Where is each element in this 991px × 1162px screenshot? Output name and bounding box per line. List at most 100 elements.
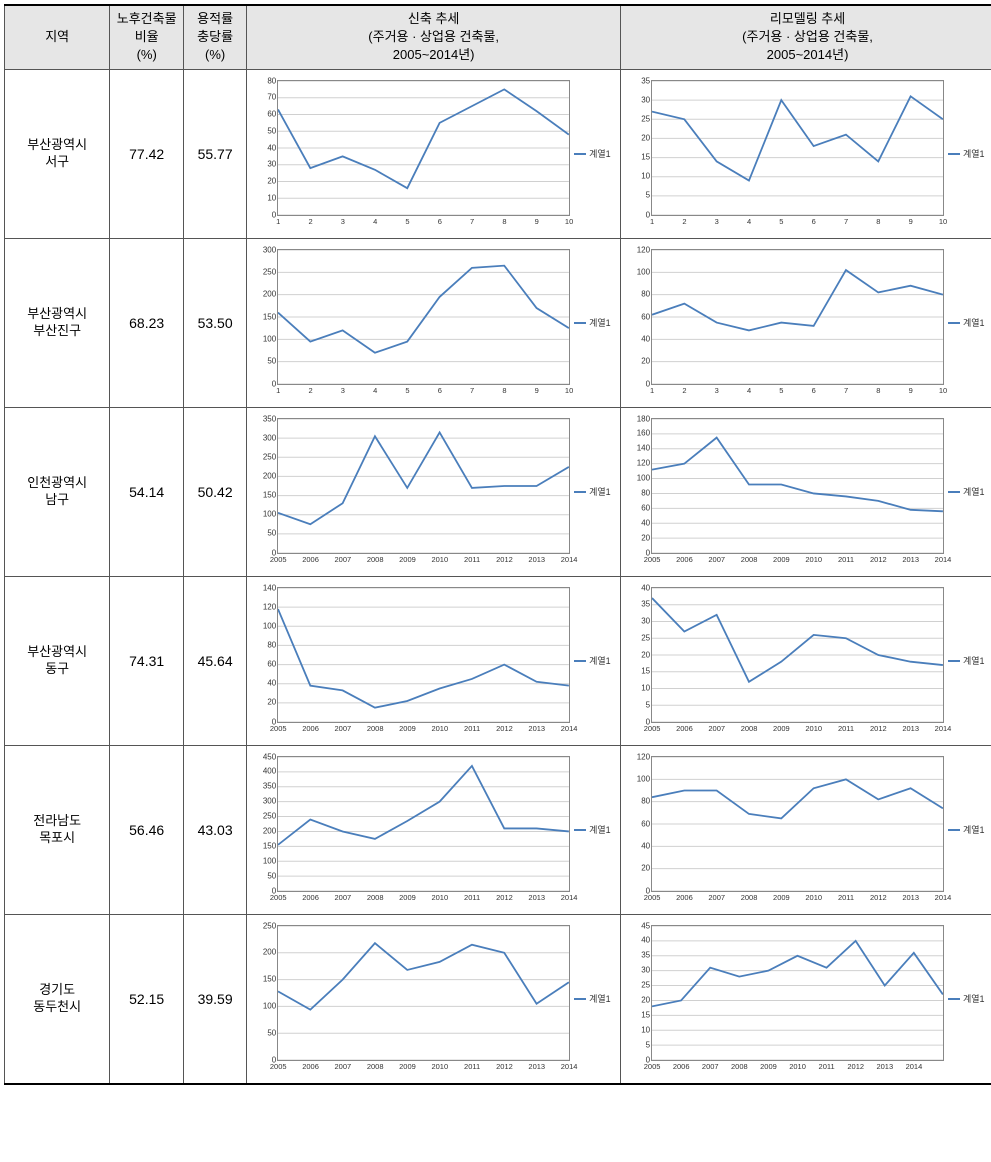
region-text: 부산광역시 (11, 306, 103, 323)
far-fulfill-ratio: 43.03 (184, 745, 247, 914)
table-row: 인천광역시남구54.1450.4205010015020025030035020… (5, 407, 991, 576)
series-line (278, 609, 569, 708)
legend-label: 계열1 (963, 654, 985, 667)
legend-label: 계열1 (963, 316, 985, 329)
x-tick: 2 (308, 215, 312, 226)
y-tick: 40 (641, 936, 652, 945)
x-tick: 7 (844, 384, 848, 395)
new-construction-chart: 0501001502002502005200620072008200920102… (249, 919, 618, 1079)
x-tick: 2012 (870, 722, 887, 733)
x-tick: 1 (650, 384, 654, 395)
x-tick: 2013 (528, 1060, 545, 1071)
y-tick: 80 (641, 290, 652, 299)
new-construction-trend-cell: 0102030405060708012345678910계열1 (247, 69, 621, 238)
y-tick: 30 (641, 617, 652, 626)
y-tick: 200 (263, 948, 278, 957)
legend-swatch (574, 829, 586, 831)
y-tick: 350 (263, 414, 278, 423)
legend-swatch (574, 660, 586, 662)
remodeling-chart: 02040608010012012345678910계열1 (623, 243, 991, 403)
x-tick: 2009 (760, 1060, 777, 1071)
far-fulfill-ratio: 55.77 (184, 69, 247, 238)
x-tick: 2 (682, 215, 686, 226)
remodeling-chart-plot: 0510152025303540200520062007200820092010… (651, 587, 944, 723)
new-construction-trend-cell: 05010015020025030012345678910계열1 (247, 238, 621, 407)
legend-label: 계열1 (963, 992, 985, 1005)
table-row: 경기도동두천시52.1539.5905010015020025020052006… (5, 914, 991, 1084)
legend-swatch (948, 660, 960, 662)
x-tick: 2006 (302, 722, 319, 733)
x-tick: 2012 (847, 1060, 864, 1071)
x-tick: 2012 (870, 553, 887, 564)
y-tick: 100 (263, 621, 278, 630)
legend-swatch (574, 491, 586, 493)
y-tick: 80 (267, 641, 278, 650)
y-tick: 400 (263, 767, 278, 776)
y-tick: 250 (263, 452, 278, 461)
y-tick: 25 (641, 981, 652, 990)
x-tick: 5 (779, 384, 783, 395)
x-tick: 2009 (399, 1060, 416, 1071)
new-construction-chart: 05010015020025030012345678910계열1 (249, 243, 618, 403)
new-construction-chart: 0501001502002503003502005200620072008200… (249, 412, 618, 572)
x-tick: 6 (438, 215, 442, 226)
y-tick: 200 (263, 827, 278, 836)
new-construction-chart-plot: 0501001502002503003502005200620072008200… (277, 418, 570, 554)
x-tick: 3 (715, 384, 719, 395)
x-tick: 2010 (431, 722, 448, 733)
x-tick: 4 (373, 384, 377, 395)
region-text: 경기도 (11, 982, 103, 999)
x-tick: 6 (812, 215, 816, 226)
remodeling-chart-plot: 0204060801001201401601802005200620072008… (651, 418, 944, 554)
old-building-ratio: 56.46 (110, 745, 184, 914)
x-tick: 3 (341, 384, 345, 395)
new-construction-chart: 0501001502002503003504004502005200620072… (249, 750, 618, 910)
legend-label: 계열1 (963, 485, 985, 498)
x-tick: 2009 (399, 722, 416, 733)
region-text: 목포시 (11, 830, 103, 847)
x-tick: 2006 (676, 722, 693, 733)
y-tick: 250 (263, 812, 278, 821)
x-tick: 2008 (367, 722, 384, 733)
x-tick: 2005 (644, 553, 661, 564)
x-tick: 2010 (431, 891, 448, 902)
x-tick: 2010 (431, 553, 448, 564)
legend-label: 계열1 (589, 992, 611, 1005)
chart-legend: 계열1 (570, 750, 618, 910)
x-tick: 9 (535, 215, 539, 226)
x-tick: 10 (565, 215, 573, 226)
x-tick: 2011 (819, 1060, 835, 1071)
x-tick: 2014 (935, 722, 952, 733)
remodeling-trend-cell: 0204060801001202005200620072008200920102… (621, 745, 991, 914)
region-text: 전라남도 (11, 813, 103, 830)
x-tick: 5 (779, 215, 783, 226)
x-tick: 10 (939, 384, 947, 395)
x-tick: 2014 (935, 553, 952, 564)
y-tick: 30 (267, 160, 278, 169)
far-fulfill-ratio: 39.59 (184, 914, 247, 1084)
series-line (278, 766, 569, 845)
table-row: 전라남도목포시56.4643.0305010015020025030035040… (5, 745, 991, 914)
y-tick: 60 (267, 110, 278, 119)
y-tick: 250 (263, 921, 278, 930)
legend-label: 계열1 (963, 823, 985, 836)
x-tick: 8 (502, 384, 506, 395)
x-tick: 6 (812, 384, 816, 395)
legend-swatch (948, 829, 960, 831)
x-tick: 2010 (431, 1060, 448, 1071)
x-tick: 2013 (528, 553, 545, 564)
legend-swatch (948, 491, 960, 493)
y-tick: 60 (641, 312, 652, 321)
y-tick: 50 (267, 126, 278, 135)
region-cell: 경기도동두천시 (5, 914, 110, 1084)
old-building-ratio: 52.15 (110, 914, 184, 1084)
y-tick: 45 (641, 921, 652, 930)
x-tick: 8 (876, 215, 880, 226)
y-tick: 250 (263, 267, 278, 276)
x-tick: 2005 (270, 722, 287, 733)
table-row: 부산광역시서구77.4255.7701020304050607080123456… (5, 69, 991, 238)
remodeling-trend-cell: 0510152025303540200520062007200820092010… (621, 576, 991, 745)
x-tick: 2006 (302, 553, 319, 564)
y-tick: 10 (641, 684, 652, 693)
y-tick: 300 (263, 245, 278, 254)
